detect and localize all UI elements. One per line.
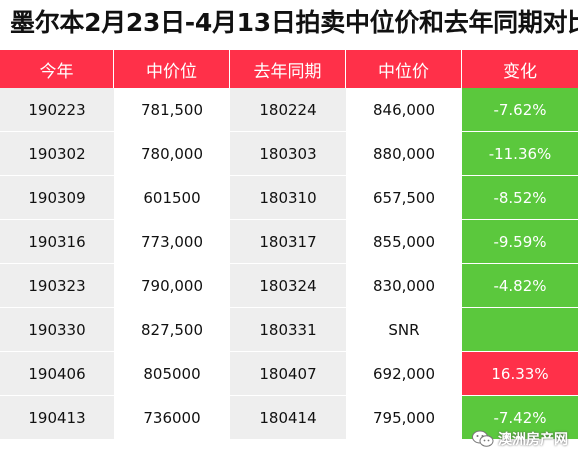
cell-last-year: 180317 bbox=[230, 220, 346, 264]
cell-this-year: 190316 bbox=[0, 220, 114, 264]
cell-last-year: 180414 bbox=[230, 396, 346, 440]
cell-last-year: 180303 bbox=[230, 132, 346, 176]
cell-last-year: 180310 bbox=[230, 176, 346, 220]
table-row: 190309 601500 180310 657,500 -8.52% bbox=[0, 176, 578, 220]
watermark-text: 澳洲房产网 bbox=[498, 432, 568, 448]
wechat-icon bbox=[472, 430, 494, 448]
table-row: 190223 781,500 180224 846,000 -7.62% bbox=[0, 88, 578, 132]
table-row: 190330 827,500 180331 SNR bbox=[0, 308, 578, 352]
table-row: 190302 780,000 180303 880,000 -11.36% bbox=[0, 132, 578, 176]
table-row: 190316 773,000 180317 855,000 -9.59% bbox=[0, 220, 578, 264]
cell-median: 781,500 bbox=[114, 88, 230, 132]
cell-change: -7.62% bbox=[462, 88, 578, 132]
cell-last-year: 180407 bbox=[230, 352, 346, 396]
table-row: 190323 790,000 180324 830,000 -4.82% bbox=[0, 264, 578, 308]
page-title: 墨尔本2月23日-4月13日拍卖中位价和去年同期对比 bbox=[10, 8, 578, 37]
cell-this-year: 190302 bbox=[0, 132, 114, 176]
cell-last-median: 692,000 bbox=[346, 352, 462, 396]
cell-this-year: 190330 bbox=[0, 308, 114, 352]
cell-last-median: SNR bbox=[346, 308, 462, 352]
cell-last-median: 657,500 bbox=[346, 176, 462, 220]
cell-last-year: 180324 bbox=[230, 264, 346, 308]
cell-this-year: 190323 bbox=[0, 264, 114, 308]
cell-this-year: 190413 bbox=[0, 396, 114, 440]
cell-change bbox=[462, 308, 578, 352]
table-header-row: 今年 中价位 去年同期 中位价 变化 bbox=[0, 50, 578, 88]
cell-this-year: 190223 bbox=[0, 88, 114, 132]
cell-last-median: 795,000 bbox=[346, 396, 462, 440]
header-this-year: 今年 bbox=[0, 50, 114, 88]
cell-last-median: 880,000 bbox=[346, 132, 462, 176]
cell-last-year: 180224 bbox=[230, 88, 346, 132]
cell-median: 827,500 bbox=[114, 308, 230, 352]
cell-change: -4.82% bbox=[462, 264, 578, 308]
cell-change: -7.42% bbox=[462, 396, 578, 440]
cell-median: 601500 bbox=[114, 176, 230, 220]
header-last-year: 去年同期 bbox=[230, 50, 346, 88]
cell-median: 805000 bbox=[114, 352, 230, 396]
table-row: 190413 736000 180414 795,000 -7.42% bbox=[0, 396, 578, 440]
cell-last-median: 855,000 bbox=[346, 220, 462, 264]
cell-this-year: 190309 bbox=[0, 176, 114, 220]
cell-median: 773,000 bbox=[114, 220, 230, 264]
header-median: 中价位 bbox=[114, 50, 230, 88]
cell-last-median: 830,000 bbox=[346, 264, 462, 308]
cell-change: -9.59% bbox=[462, 220, 578, 264]
watermark: 澳洲房产网 bbox=[472, 427, 568, 451]
cell-change: -11.36% bbox=[462, 132, 578, 176]
cell-this-year: 190406 bbox=[0, 352, 114, 396]
cell-median: 736000 bbox=[114, 396, 230, 440]
cell-last-year: 180331 bbox=[230, 308, 346, 352]
cell-median: 780,000 bbox=[114, 132, 230, 176]
header-change: 变化 bbox=[462, 50, 578, 88]
comparison-table: 今年 中价位 去年同期 中位价 变化 190223 781,500 180224 84… bbox=[0, 50, 578, 440]
cell-change: -8.52% bbox=[462, 176, 578, 220]
table-row: 190406 805000 180407 692,000 16.33% bbox=[0, 352, 578, 396]
cell-median: 790,000 bbox=[114, 264, 230, 308]
cell-change: 16.33% bbox=[462, 352, 578, 396]
header-last-median: 中位价 bbox=[346, 50, 462, 88]
cell-last-median: 846,000 bbox=[346, 88, 462, 132]
